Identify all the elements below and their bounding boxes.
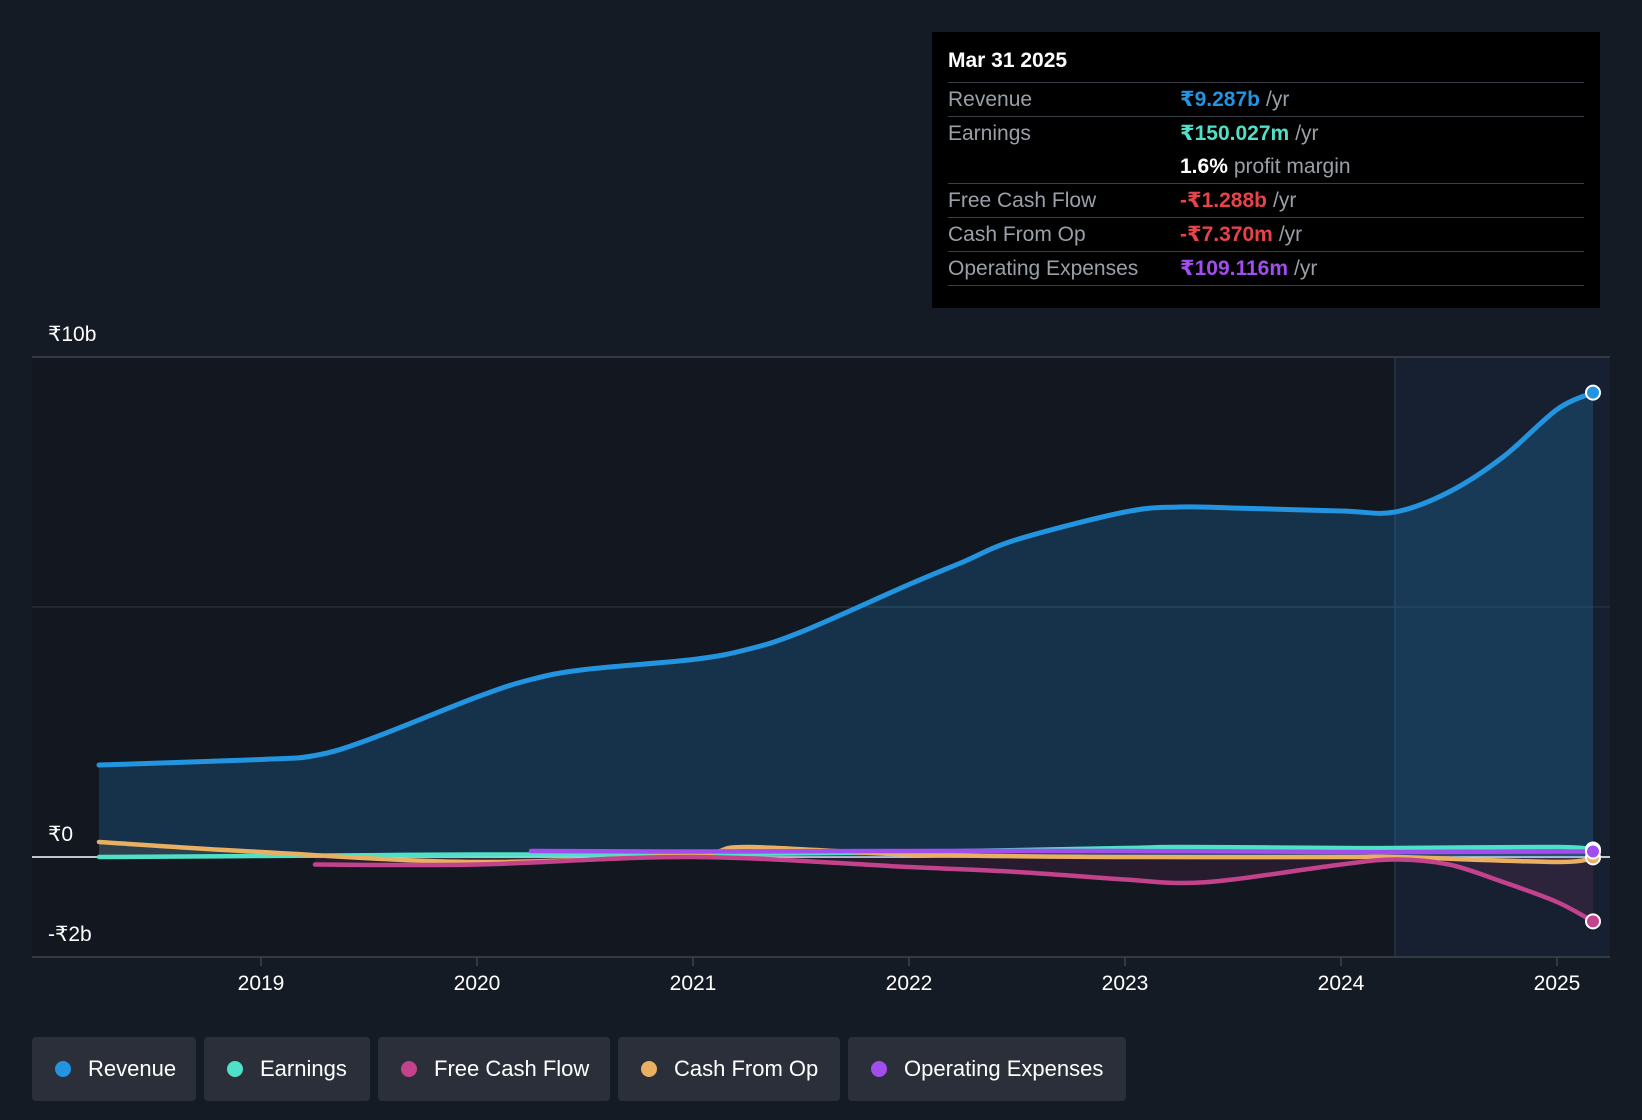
- tooltip-value: ₹9.287b/yr: [1180, 88, 1290, 111]
- tooltip-row: Free Cash Flow -₹1.288b/yr: [948, 183, 1584, 217]
- tooltip-row: Earnings ₹150.027m/yr: [948, 116, 1584, 150]
- x-tick-label: 2020: [454, 972, 501, 995]
- legend-item-revenue[interactable]: Revenue: [32, 1037, 196, 1101]
- tooltip-row: Revenue ₹9.287b/yr: [948, 82, 1584, 116]
- endpoint-free-cash-flow: [1585, 913, 1601, 930]
- tooltip-row: Cash From Op -₹7.370m/yr: [948, 217, 1584, 251]
- legend-dot-icon: [401, 1061, 417, 1077]
- legend-item-operating-expenses[interactable]: Operating Expenses: [848, 1037, 1126, 1101]
- x-tick-label: 2024: [1318, 972, 1365, 995]
- x-tick-label: 2023: [1102, 972, 1149, 995]
- x-tick-label: 2019: [238, 972, 285, 995]
- tooltip-unit: /yr: [1266, 88, 1290, 111]
- line-free-cash-flow: [312, 854, 1596, 924]
- tooltip-label: Earnings: [948, 122, 1031, 145]
- tooltip-unit: /yr: [1295, 122, 1319, 145]
- tooltip-unit: profit margin: [1233, 155, 1351, 178]
- tooltip-row: Operating Expenses ₹109.116m/yr: [948, 251, 1584, 286]
- legend-label: Revenue: [88, 1056, 177, 1081]
- x-tick-label: 2025: [1534, 972, 1581, 995]
- line-cash-from-op: [96, 839, 1596, 865]
- tooltip-label: Revenue: [948, 88, 1033, 111]
- x-tick-label: 2022: [886, 972, 933, 995]
- legend-dot-icon: [871, 1061, 887, 1077]
- line-operating-expenses: [528, 848, 1596, 855]
- legend-label: Cash From Op: [674, 1056, 819, 1081]
- x-tick-label: 2021: [670, 972, 717, 995]
- tooltip: Mar 31 2025 Revenue ₹9.287b/yr Earnings ₹15…: [932, 32, 1600, 308]
- legend-label: Operating Expenses: [904, 1056, 1104, 1081]
- legend-label: Free Cash Flow: [434, 1056, 590, 1081]
- tooltip-label: Cash From Op: [948, 223, 1086, 246]
- endpoint-operating-expenses: [1585, 843, 1601, 860]
- tooltip-label: Operating Expenses: [948, 257, 1139, 280]
- tooltip-value: 1.6% profit margin: [1180, 155, 1351, 178]
- legend-item-cash-from-op[interactable]: Cash From Op: [618, 1037, 840, 1101]
- legend-item-earnings[interactable]: Earnings: [204, 1037, 370, 1101]
- y-tick-label: ₹0: [48, 823, 73, 846]
- legend-label: Earnings: [260, 1056, 347, 1081]
- tooltip-unit: /yr: [1294, 257, 1318, 280]
- tooltip-row: 1.6% profit margin: [948, 150, 1584, 183]
- tooltip-value: -₹7.370m/yr: [1180, 223, 1303, 246]
- y-tick-label: -₹2b: [48, 923, 92, 946]
- tooltip-label: Free Cash Flow: [948, 189, 1097, 212]
- tooltip-value: ₹109.116m/yr: [1180, 257, 1318, 280]
- legend-dot-icon: [55, 1061, 71, 1077]
- tooltip-value: ₹150.027m/yr: [1180, 122, 1319, 145]
- legend-item-free-cash-flow[interactable]: Free Cash Flow: [378, 1037, 610, 1101]
- legend-dot-icon: [227, 1061, 243, 1077]
- y-tick-label: ₹10b: [48, 323, 96, 346]
- endpoint-revenue: [1585, 384, 1601, 401]
- tooltip-unit: /yr: [1278, 223, 1303, 246]
- legend-dot-icon: [641, 1061, 657, 1077]
- tooltip-value: -₹1.288b/yr: [1180, 189, 1297, 212]
- tooltip-date: Mar 31 2025: [948, 49, 1068, 72]
- line-revenue: [96, 390, 1596, 768]
- tooltip-unit: /yr: [1272, 189, 1297, 212]
